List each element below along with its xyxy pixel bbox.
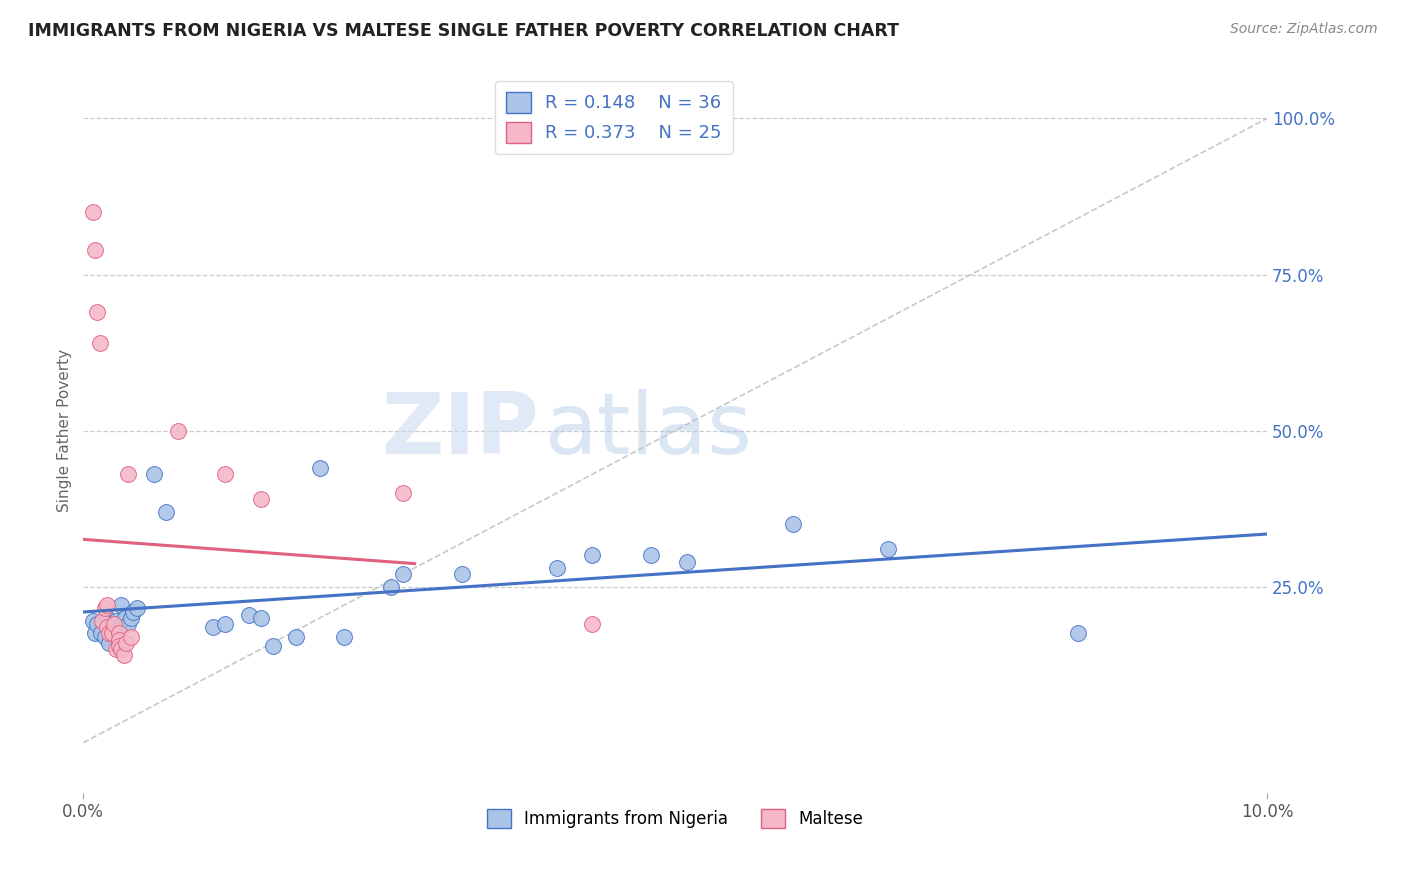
Point [155, 505, 177, 519]
Point [110, 599, 132, 613]
Point [105, 614, 128, 628]
Point [581, 549, 603, 563]
Point [93, 630, 115, 644]
Point [676, 555, 699, 569]
Point [122, 605, 145, 619]
Text: ZIP: ZIP [381, 389, 538, 472]
Point [96, 620, 118, 634]
Point [451, 567, 474, 582]
Point [640, 549, 662, 563]
Point [167, 424, 190, 438]
Point [877, 542, 900, 557]
Point [392, 567, 415, 582]
Point [103, 617, 125, 632]
Point [86, 305, 108, 319]
Legend: Immigrants from Nigeria, Maltese: Immigrants from Nigeria, Maltese [481, 803, 869, 835]
Point [114, 611, 136, 625]
Point [96, 599, 118, 613]
Point [392, 486, 415, 500]
Point [250, 492, 273, 507]
Point [82, 205, 104, 219]
Point [125, 601, 148, 615]
Point [120, 611, 142, 625]
Point [101, 626, 124, 640]
Point [84, 243, 107, 257]
Point [100, 626, 122, 640]
Point [1066, 626, 1088, 640]
Point [93, 601, 115, 615]
Text: IMMIGRANTS FROM NIGERIA VS MALTESE SINGLE FATHER POVERTY CORRELATION CHART: IMMIGRANTS FROM NIGERIA VS MALTESE SINGL… [28, 22, 898, 40]
Point [89, 336, 111, 351]
Point [285, 630, 308, 644]
Point [238, 607, 260, 622]
Point [546, 561, 568, 575]
Point [782, 517, 804, 532]
Point [115, 636, 138, 650]
Point [214, 467, 236, 482]
Point [107, 620, 129, 634]
Text: atlas: atlas [546, 389, 752, 472]
Point [581, 617, 603, 632]
Point [262, 639, 284, 653]
Point [332, 630, 354, 644]
Point [96, 611, 118, 625]
Point [98, 636, 121, 650]
Point [107, 639, 129, 653]
Point [84, 626, 107, 640]
Point [105, 642, 128, 657]
Point [91, 614, 114, 628]
Point [120, 630, 142, 644]
Point [117, 617, 139, 632]
Point [250, 611, 273, 625]
Point [86, 617, 108, 632]
Point [202, 620, 225, 634]
Point [107, 626, 129, 640]
Point [110, 642, 132, 657]
Text: Source: ZipAtlas.com: Source: ZipAtlas.com [1230, 22, 1378, 37]
Point [214, 617, 236, 632]
Point [117, 467, 139, 482]
Point [98, 626, 121, 640]
Point [143, 467, 166, 482]
Point [90, 626, 112, 640]
Y-axis label: Single Father Poverty: Single Father Poverty [58, 349, 72, 512]
Point [380, 580, 402, 594]
Point [82, 614, 104, 628]
Point [107, 632, 129, 647]
Point [309, 461, 332, 475]
Point [112, 648, 135, 663]
